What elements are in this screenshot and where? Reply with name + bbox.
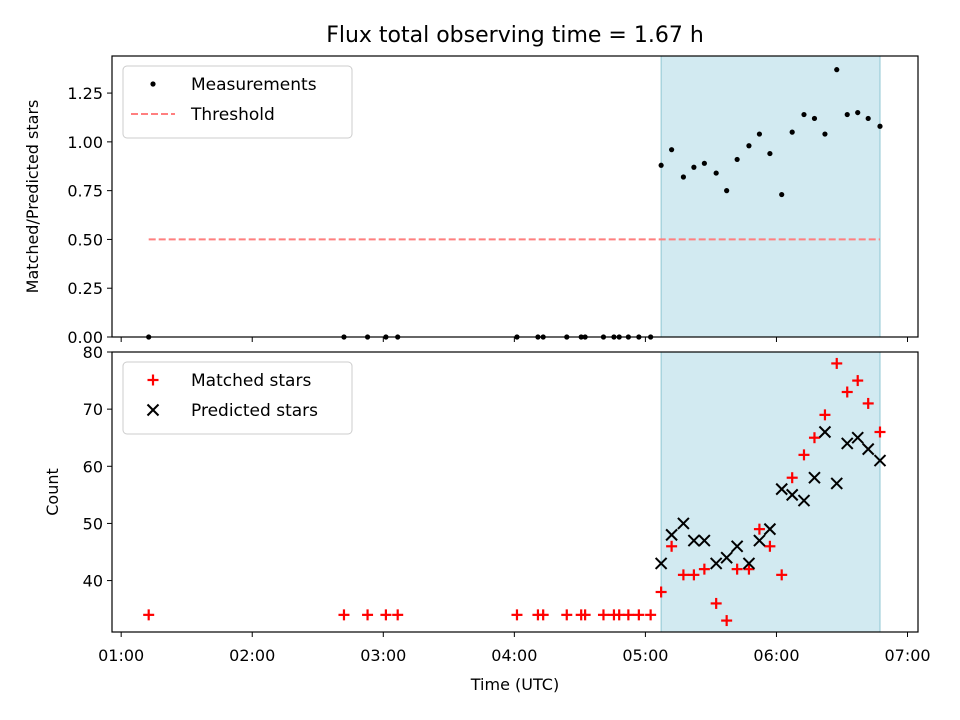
legend-label: Measurements (191, 75, 317, 95)
matched-stars-point (633, 609, 644, 620)
measurements-point (669, 147, 674, 152)
matched-stars-point (380, 609, 391, 620)
measurements-point (812, 116, 817, 121)
y-tick-label: 40 (83, 572, 103, 591)
x-tick-label: 06:00 (753, 646, 799, 665)
measurements-point (659, 163, 664, 168)
measurements-point (877, 124, 882, 129)
matched-stars-point (645, 609, 656, 620)
legend-label: Matched stars (191, 371, 311, 391)
x-tick-label: 07:00 (884, 646, 930, 665)
x-tick-label: 02:00 (229, 646, 275, 665)
measurements-point (855, 110, 860, 115)
y-axis-label: Matched/Predicted stars (23, 100, 42, 294)
y-tick-label: 80 (83, 343, 103, 362)
y-tick-label: 0.25 (67, 279, 103, 298)
y-tick-label: 60 (83, 457, 103, 476)
matched-stars-point (392, 609, 403, 620)
legend-label: Predicted stars (191, 401, 318, 421)
matched-stars-point (598, 609, 609, 620)
x-tick-label: 05:00 (622, 646, 668, 665)
matched-stars-point (561, 609, 572, 620)
measurements-point (702, 161, 707, 166)
observing-window-span (661, 56, 880, 337)
legend: Matched stars Predicted stars (123, 362, 352, 434)
measurements-point (735, 157, 740, 162)
legend-label: Threshold (190, 105, 275, 125)
measurements-point (834, 67, 839, 72)
x-axis-label: Time (UTC) (470, 675, 559, 694)
matched-stars-point (623, 609, 634, 620)
measurements-point (767, 151, 772, 156)
measurements-point (746, 143, 751, 148)
measurements-point (866, 116, 871, 121)
x-tick-label: 03:00 (360, 646, 406, 665)
measurements-point (681, 174, 686, 179)
y-tick-label: 1.25 (67, 84, 103, 103)
count-panel: 40 50 60 70 80 01:00 02:00 03:00 04:00 05:00 06:00… (43, 343, 931, 665)
measurements-point (845, 112, 850, 117)
matched-stars-point (143, 609, 154, 620)
matched-stars-point (362, 609, 373, 620)
flux-chart: Flux total observing time = 1.67 h 0.000… (0, 0, 960, 720)
legend-marker (150, 81, 155, 86)
y-tick-label: 70 (83, 400, 103, 419)
matched-stars-point (338, 609, 349, 620)
measurements-point (779, 192, 784, 197)
measurements-point (757, 131, 762, 136)
measurements-point (822, 131, 827, 136)
measurements-point (691, 165, 696, 170)
legend: Measurements Threshold (123, 66, 352, 138)
measurements-point (790, 130, 795, 135)
matched-stars-point (538, 609, 549, 620)
x-tick-label: 01:00 (98, 646, 144, 665)
y-tick-label: 0.50 (67, 230, 103, 249)
chart-title: Flux total observing time = 1.67 h (326, 23, 704, 48)
ratio-panel: 0.00 0.25 0.50 0.75 1.00 1.25 Matched/Predicte… (23, 56, 918, 347)
y-tick-label: 50 (83, 514, 103, 533)
x-tick-label: 04:00 (491, 646, 537, 665)
measurements-point (801, 112, 806, 117)
y-tick-label: 1.00 (67, 133, 103, 152)
y-tick-label: 0.75 (67, 182, 103, 201)
measurements-point (724, 188, 729, 193)
measurements-point (714, 170, 719, 175)
y-axis-label: Count (43, 468, 62, 516)
matched-stars-point (511, 609, 522, 620)
